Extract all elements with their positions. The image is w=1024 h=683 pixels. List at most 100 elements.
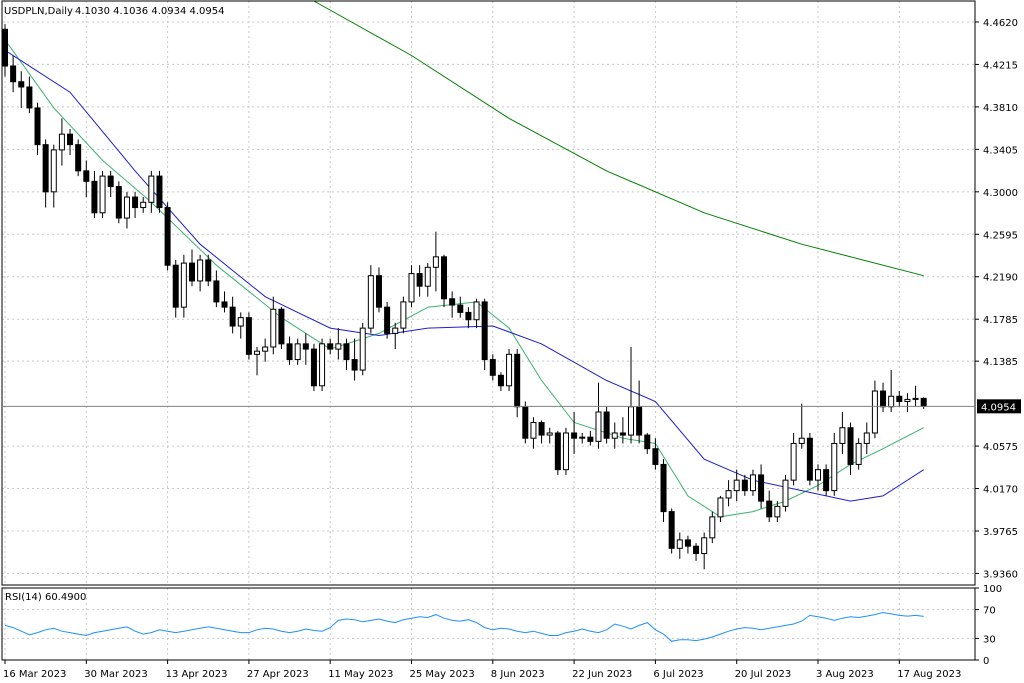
time-tick-label: 3 Aug 2023 <box>816 669 874 680</box>
moving-average-line-2 <box>4 49 924 502</box>
candle-body <box>441 256 448 300</box>
candle-body <box>50 149 57 193</box>
candle <box>652 438 659 470</box>
candle <box>99 170 106 219</box>
candle <box>823 464 830 496</box>
moving-average-line-1 <box>4 39 924 518</box>
candle <box>733 469 740 502</box>
candle-body <box>197 259 204 282</box>
candle-body <box>319 343 326 387</box>
candle-body <box>709 516 716 539</box>
candle <box>514 349 521 418</box>
time-tick-label: 16 Mar 2023 <box>3 669 66 680</box>
candle-body <box>717 497 724 518</box>
candle <box>693 543 700 561</box>
candle <box>806 432 813 486</box>
candle-body <box>67 133 74 146</box>
price-tick-label: 4.3405 <box>983 145 1018 156</box>
candle-body <box>99 175 106 214</box>
candle-body <box>359 327 366 371</box>
candle-body <box>156 175 163 209</box>
candle-body <box>164 207 171 266</box>
candle <box>701 532 708 570</box>
candle-body <box>839 427 846 444</box>
candle-body <box>684 539 691 547</box>
candle-body <box>237 317 244 327</box>
time-tick-label: 30 Mar 2023 <box>84 669 147 680</box>
candle-body <box>384 306 391 334</box>
candle <box>571 412 578 454</box>
candle-body <box>335 343 342 350</box>
price-tick-label: 4.3000 <box>983 188 1018 199</box>
candle-body <box>749 474 756 492</box>
price-pane-frame <box>1 0 976 586</box>
candle <box>684 535 691 554</box>
candle-body <box>172 264 179 308</box>
candle <box>603 406 610 444</box>
candle-body <box>497 374 504 387</box>
candle-body <box>270 308 277 348</box>
candle-body <box>123 196 130 219</box>
candle-body <box>522 406 529 439</box>
candle-body <box>896 395 903 403</box>
candle-body <box>579 436 586 439</box>
candle-body <box>457 304 464 313</box>
candle-body <box>18 81 25 88</box>
candle-body <box>815 469 821 481</box>
candle-body <box>546 432 553 436</box>
candle-body <box>741 479 748 492</box>
candle <box>660 459 667 523</box>
rsi-tick-label: 70 <box>983 606 996 617</box>
candle <box>506 349 513 392</box>
candle-body <box>42 144 49 193</box>
candle <box>741 474 748 496</box>
candle <box>912 385 919 407</box>
candle <box>749 469 756 496</box>
candle-body <box>652 448 659 465</box>
price-tick-label: 4.2190 <box>983 273 1018 284</box>
candle-body <box>880 390 887 408</box>
candle-body <box>286 343 293 361</box>
candle-body <box>245 317 252 355</box>
candle-body <box>75 144 82 172</box>
candle <box>67 128 74 156</box>
candle <box>18 71 25 108</box>
candle <box>717 495 724 523</box>
time-tick-label: 6 Jul 2023 <box>653 669 703 680</box>
candle-body <box>831 442 838 492</box>
candle <box>481 298 488 371</box>
candle-body <box>213 280 220 303</box>
rsi-line <box>4 611 924 642</box>
candle <box>538 420 545 444</box>
candle-body <box>676 539 683 549</box>
rsi-grid <box>2 588 975 660</box>
candle-body <box>205 259 212 282</box>
candle <box>140 197 147 213</box>
candle-body <box>644 434 651 450</box>
candle-body <box>58 133 65 151</box>
time-tick-label: 8 Jun 2023 <box>491 669 545 680</box>
candle-body <box>603 411 610 439</box>
candle-body <box>562 432 569 471</box>
candle <box>319 338 326 392</box>
candle-body <box>392 327 399 334</box>
candle <box>302 333 309 365</box>
candle-body <box>611 432 618 439</box>
candle-body <box>595 411 602 442</box>
candle <box>432 231 439 292</box>
time-tick-label: 25 May 2023 <box>410 669 475 680</box>
time-tick-label: 13 Apr 2023 <box>166 669 228 680</box>
candle-body <box>847 427 854 465</box>
price-tick-label: 4.4215 <box>983 60 1018 71</box>
candle <box>123 191 130 229</box>
candle-body <box>408 273 415 303</box>
candle-body <box>920 397 927 407</box>
candle-body <box>701 537 708 555</box>
candle-body <box>465 311 472 321</box>
candle <box>205 254 212 287</box>
candle <box>115 181 122 224</box>
candle-body <box>188 262 195 282</box>
candle <box>343 338 350 371</box>
candle <box>83 160 90 198</box>
candle-body <box>758 474 765 502</box>
